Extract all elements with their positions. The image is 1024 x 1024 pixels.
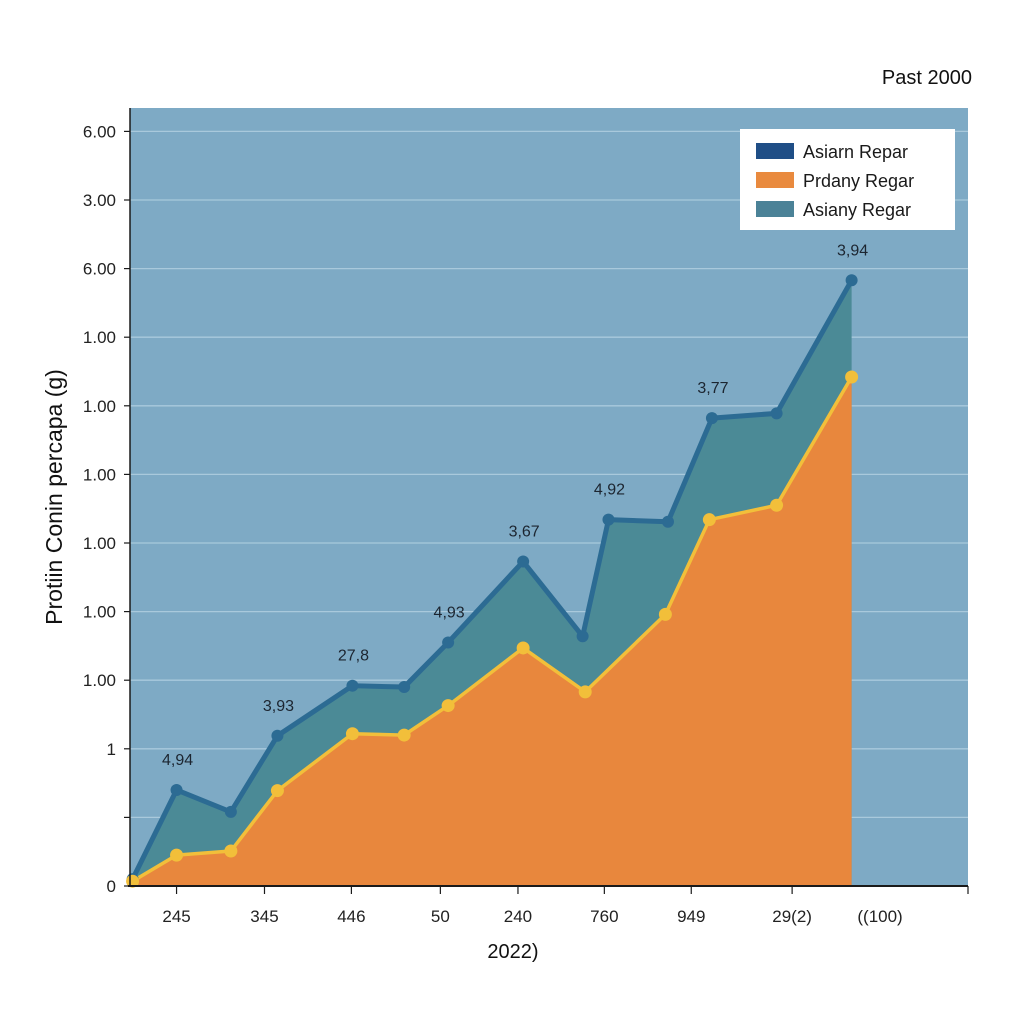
data-label: 3,93 [263, 698, 294, 715]
point-asiany-regar [398, 681, 411, 694]
data-label: 3,94 [837, 242, 868, 259]
areas [132, 280, 852, 887]
point-prdany-regar [224, 844, 238, 858]
x-tick-label: 446 [337, 907, 365, 926]
y-tick-label: 1.00 [83, 534, 116, 553]
data-labels: 4,94 3,93 27,8 4,93 3,67 4,92 3,77 3,94 [162, 242, 868, 769]
y-axis-title: Protiin Conin percapa (g) [41, 369, 67, 625]
point-prdany-regar [170, 848, 184, 862]
y-tick-label: 6.00 [83, 260, 116, 279]
x-ticks: 245 345 446 50 240 760 949 29(2) ((100) [162, 886, 969, 926]
y-tick-label: 1.00 [83, 465, 116, 484]
x-tick-label: 245 [162, 907, 190, 926]
x-tick-label: 50 [431, 907, 450, 926]
data-label: 4,94 [162, 752, 193, 769]
point-prdany-regar [578, 685, 592, 699]
point-asiany-regar [271, 729, 284, 742]
data-label: 27,8 [338, 648, 369, 665]
legend-label-1: Prdany Regar [803, 171, 914, 191]
point-asiany-regar [170, 783, 183, 796]
y-ticks: 0 1 1.00 1.00 1.00 1.00 1.00 1.00 6.00 3.00 6.00 [83, 122, 130, 896]
x-tick-label: 345 [250, 907, 278, 926]
point-asiany-regar [770, 407, 783, 420]
line-asiany-regar [130, 279, 854, 881]
point-asiany-regar [346, 679, 359, 692]
point-prdany-regar [845, 370, 859, 384]
point-asiany-regar [705, 412, 718, 425]
legend: Asiarn Repar Prdany Regar Asiany Regar [740, 129, 955, 230]
data-label: 4,92 [594, 482, 625, 499]
point-asiany-regar [442, 636, 455, 649]
x-tick-label: 29(2) [772, 907, 812, 926]
y-tick-label: 1.00 [83, 603, 116, 622]
x-tick-label: ((100) [857, 907, 902, 926]
y-tick-label: 1.00 [83, 328, 116, 347]
y-tick-label: 1.00 [83, 397, 116, 416]
y-tick-label: 1.00 [83, 671, 116, 690]
point-asiany-regar [517, 555, 530, 568]
legend-swatch-2 [756, 201, 794, 217]
x-tick-label: 240 [504, 907, 532, 926]
point-asiany-regar [224, 805, 237, 818]
point-prdany-regar [658, 607, 672, 621]
data-label: 3,77 [697, 380, 728, 397]
point-prdany-regar [770, 498, 784, 512]
point-prdany-regar [397, 728, 411, 742]
x-tick-label: 760 [590, 907, 618, 926]
point-asiany-regar [661, 515, 674, 528]
point-asiany-regar [576, 630, 589, 643]
data-label: 3,67 [509, 524, 540, 541]
x-tick-label: 949 [677, 907, 705, 926]
legend-label-2: Asiany Regar [803, 200, 911, 220]
legend-label-0: Asiarn Repar [803, 142, 908, 162]
point-prdany-regar [702, 513, 716, 527]
chart-title: Past 2000 [882, 67, 972, 89]
y-tick-label: 6.00 [83, 122, 116, 141]
y-tick-label: 1 [107, 740, 116, 759]
y-tick-label: 0 [107, 877, 116, 896]
area-prdany-regar [132, 376, 852, 886]
point-prdany-regar [270, 784, 284, 798]
point-prdany-regar [516, 641, 530, 655]
y-tick-label: 3.00 [83, 191, 116, 210]
x-axis-title: 2022) [487, 941, 538, 963]
legend-swatch-0 [756, 143, 794, 159]
point-prdany-regar [345, 727, 359, 741]
point-asiany-regar [845, 274, 858, 287]
data-label: 4,93 [434, 604, 465, 621]
point-prdany-regar [441, 699, 455, 713]
point-asiany-regar [602, 513, 615, 526]
legend-swatch-1 [756, 172, 794, 188]
